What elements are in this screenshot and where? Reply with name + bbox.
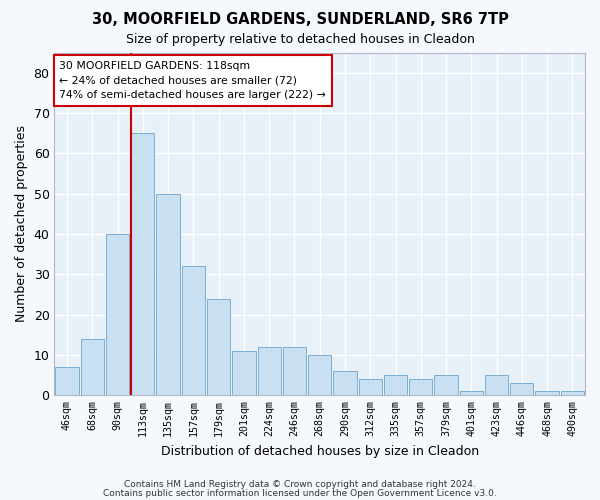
- Bar: [182, 266, 205, 396]
- Bar: [409, 379, 433, 396]
- Bar: [334, 371, 356, 396]
- Bar: [510, 383, 533, 396]
- Text: 30 MOORFIELD GARDENS: 118sqm
← 24% of detached houses are smaller (72)
74% of se: 30 MOORFIELD GARDENS: 118sqm ← 24% of de…: [59, 60, 326, 100]
- Bar: [80, 339, 104, 396]
- Bar: [106, 234, 129, 396]
- Text: Contains HM Land Registry data © Crown copyright and database right 2024.: Contains HM Land Registry data © Crown c…: [124, 480, 476, 489]
- Bar: [131, 133, 154, 396]
- Text: Contains public sector information licensed under the Open Government Licence v3: Contains public sector information licen…: [103, 488, 497, 498]
- Bar: [157, 194, 180, 396]
- Bar: [55, 367, 79, 396]
- Bar: [283, 347, 306, 396]
- Bar: [434, 375, 458, 396]
- Bar: [561, 392, 584, 396]
- Y-axis label: Number of detached properties: Number of detached properties: [15, 126, 28, 322]
- Bar: [384, 375, 407, 396]
- Bar: [308, 355, 331, 396]
- X-axis label: Distribution of detached houses by size in Cleadon: Distribution of detached houses by size …: [161, 444, 479, 458]
- Bar: [359, 379, 382, 396]
- Text: 30, MOORFIELD GARDENS, SUNDERLAND, SR6 7TP: 30, MOORFIELD GARDENS, SUNDERLAND, SR6 7…: [92, 12, 508, 28]
- Bar: [460, 392, 483, 396]
- Bar: [485, 375, 508, 396]
- Bar: [207, 298, 230, 396]
- Text: Size of property relative to detached houses in Cleadon: Size of property relative to detached ho…: [125, 32, 475, 46]
- Bar: [257, 347, 281, 396]
- Bar: [232, 351, 256, 396]
- Bar: [535, 392, 559, 396]
